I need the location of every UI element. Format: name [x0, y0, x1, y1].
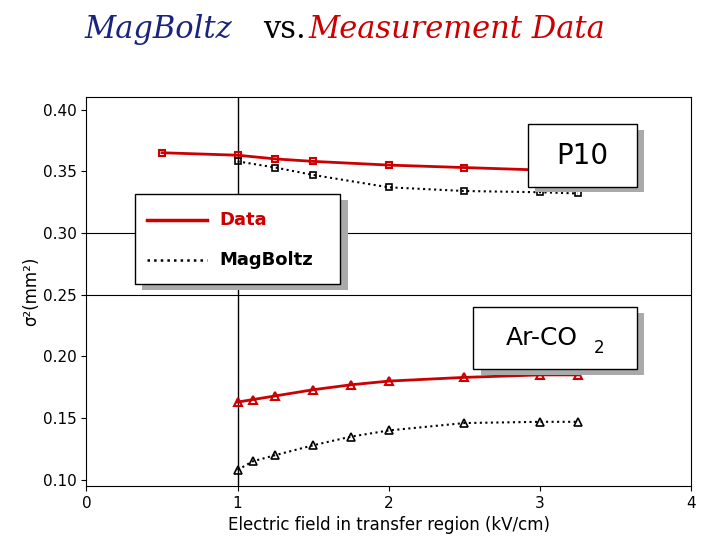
FancyBboxPatch shape: [474, 307, 636, 369]
Text: P10: P10: [557, 141, 608, 170]
Text: Measurement Data: Measurement Data: [309, 14, 606, 45]
FancyBboxPatch shape: [135, 194, 341, 284]
FancyBboxPatch shape: [535, 130, 644, 192]
FancyBboxPatch shape: [528, 124, 636, 187]
Text: MagBoltz: MagBoltz: [84, 14, 233, 45]
Text: Ar-CO: Ar-CO: [506, 326, 578, 350]
Text: Data: Data: [220, 211, 267, 228]
Text: MagBoltz: MagBoltz: [220, 252, 313, 269]
X-axis label: Electric field in transfer region (kV/cm): Electric field in transfer region (kV/cm…: [228, 516, 550, 534]
FancyBboxPatch shape: [481, 313, 644, 375]
Text: vs.: vs.: [263, 14, 306, 45]
FancyBboxPatch shape: [142, 200, 348, 289]
Text: 2: 2: [594, 339, 605, 357]
Y-axis label: σ²(mm²): σ²(mm²): [22, 257, 40, 326]
